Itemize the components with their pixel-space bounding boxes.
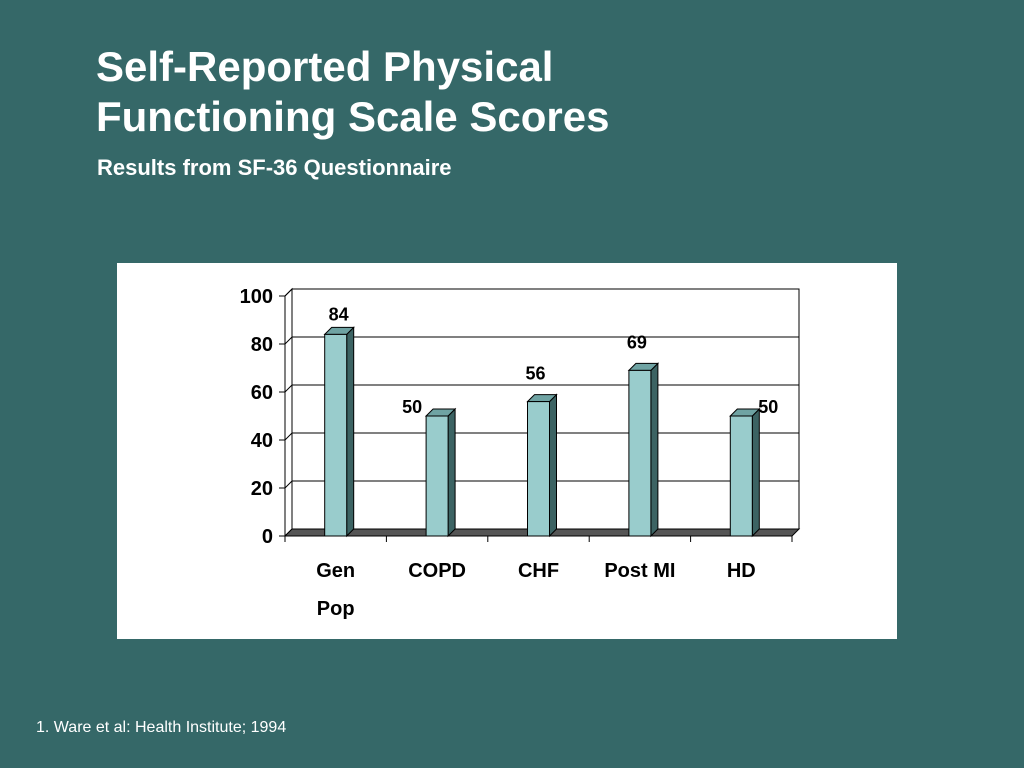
bar [729, 415, 753, 537]
data-label: 50 [758, 397, 778, 417]
data-label: 84 [329, 304, 349, 324]
gridline-side [284, 480, 293, 489]
slide-subtitle: Results from SF-36 Questionnaire [97, 155, 452, 180]
bar [628, 369, 652, 537]
title-line-1: Self-Reported Physical [96, 43, 554, 90]
gridline-side [284, 336, 293, 345]
y-tick-label: 60 [251, 382, 273, 404]
bar [527, 401, 550, 537]
x-tick-label: Pop [317, 598, 355, 620]
x-tick-label: CHF [518, 560, 559, 582]
bar-side [346, 326, 355, 538]
plot-side-wall [284, 287, 293, 538]
data-label: 56 [525, 364, 545, 384]
chart-panel: 0 20 40 60 80 100 84 Gen Pop 50 COPD 56 CHF 69 Post MI… [117, 263, 897, 639]
bar-chart: 0 20 40 60 80 100 84 Gen Pop 50 COPD 56 CHF 69 Post MI… [240, 286, 801, 620]
y-tick-label: 0 [262, 526, 273, 548]
y-tick-label: 20 [251, 478, 273, 500]
gridline-side [284, 432, 293, 441]
y-tick-label: 100 [240, 286, 273, 308]
bar-side [650, 362, 659, 538]
y-tick-label: 40 [251, 430, 273, 452]
y-tick-label: 80 [251, 334, 273, 356]
footnote: 1. Ware et al: Health Institute; 1994 [36, 719, 287, 736]
data-label: 69 [627, 332, 647, 352]
x-tick-label: HD [727, 560, 756, 582]
gridline-side [284, 384, 293, 393]
title-line-2: Functioning Scale Scores [96, 93, 610, 140]
bar-side [447, 407, 456, 538]
x-tick-label: Post MI [604, 560, 675, 582]
bar-side [549, 393, 557, 538]
slide-title: Self-Reported Physical Functioning Scale… [96, 42, 956, 142]
data-label: 50 [402, 397, 422, 417]
x-tick-label: COPD [408, 560, 466, 582]
bar-side [751, 407, 760, 538]
bar [425, 415, 449, 537]
x-tick-label: Gen [316, 560, 355, 582]
bar [324, 333, 348, 537]
